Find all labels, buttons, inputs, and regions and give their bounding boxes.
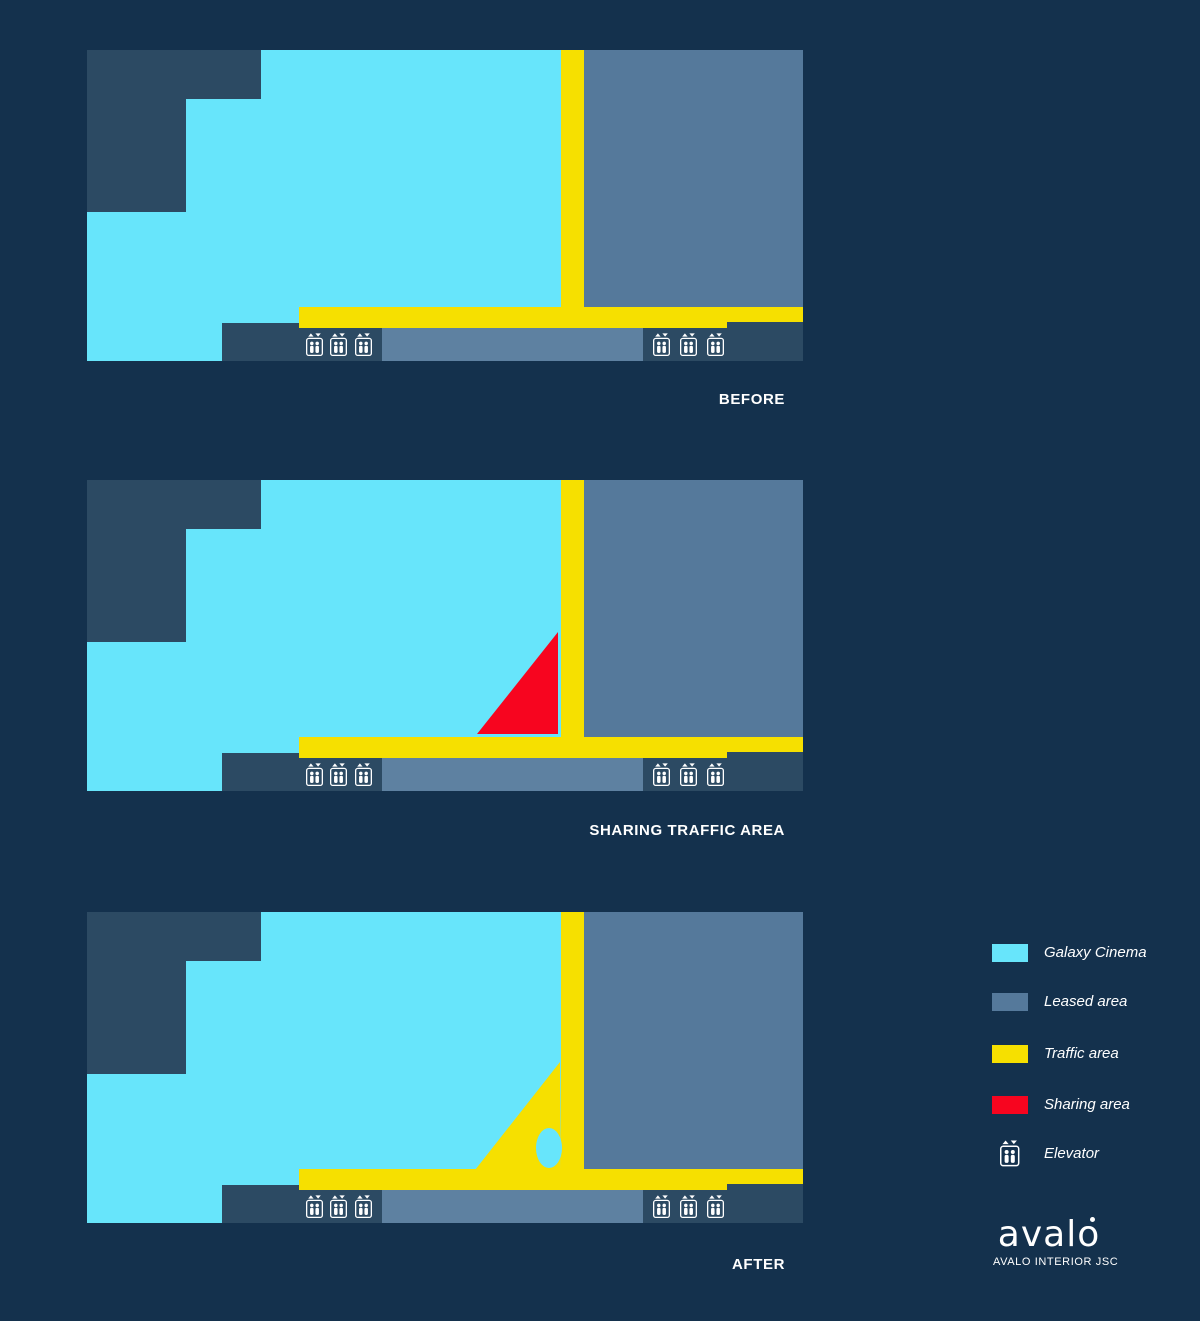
floorplan-sharing xyxy=(87,480,803,791)
traffic-corridor-vertical xyxy=(561,50,584,328)
core-structure-lower xyxy=(87,99,186,212)
traffic-corridor-horizontal xyxy=(299,737,727,758)
traffic-corridor-horizontal-thin xyxy=(727,737,803,752)
before-label: BEFORE xyxy=(718,391,785,408)
legend-label: Elevator xyxy=(1044,1144,1100,1162)
traffic-area-swatch xyxy=(992,1045,1028,1063)
funnel-opening xyxy=(536,1128,562,1168)
traffic-corridor-horizontal xyxy=(299,307,727,328)
leased-area-swatch xyxy=(992,993,1028,1011)
after-label: AFTER xyxy=(732,1256,785,1273)
legend-item-sharing-area: Sharing area xyxy=(992,1096,1130,1114)
brand-logo: avalo AVALO INTERIOR JSC xyxy=(993,1214,1119,1269)
core-structure-upper xyxy=(87,480,261,529)
core-structure-upper xyxy=(87,912,261,961)
traffic-corridor-horizontal-thin xyxy=(727,307,803,322)
lobby-strip xyxy=(382,1190,643,1223)
core-structure-lower xyxy=(87,961,186,1074)
legend-label: Leased area xyxy=(1044,993,1128,1010)
floorplan-before xyxy=(87,50,803,361)
legend-label: Galaxy Cinema xyxy=(1044,944,1147,961)
sharing-label: SHARING TRAFFIC AREA xyxy=(589,822,785,839)
legend: Galaxy Cinema Leased area Traffic area S… xyxy=(992,944,1192,1174)
leased-area xyxy=(584,50,803,308)
legend-label: Sharing area xyxy=(1044,1096,1130,1113)
core-structure-lower xyxy=(87,529,186,642)
floorplan-after xyxy=(87,912,803,1223)
galaxy-cinema-swatch xyxy=(992,944,1028,962)
galaxy-cinema-area xyxy=(87,50,561,361)
elevator-icon xyxy=(1000,1140,1020,1167)
galaxy-cinema-area xyxy=(87,912,561,1223)
legend-item-elevator: Elevator xyxy=(992,1140,1099,1167)
lobby-strip xyxy=(382,328,643,361)
traffic-corridor-horizontal xyxy=(299,1169,727,1190)
sharing-area-triangle xyxy=(477,632,558,734)
lobby-strip xyxy=(382,758,643,791)
logo-wordmark: avalo xyxy=(997,1214,1101,1255)
leased-area xyxy=(584,480,803,738)
legend-label: Traffic area xyxy=(1044,1045,1119,1062)
galaxy-cinema-area xyxy=(87,480,561,791)
traffic-corridor-horizontal-thin xyxy=(727,1169,803,1184)
legend-item-leased-area: Leased area xyxy=(992,993,1127,1011)
logo-subtitle: AVALO INTERIOR JSC xyxy=(993,1256,1119,1268)
traffic-corridor-vertical xyxy=(561,480,584,758)
elevator-icon-holder xyxy=(992,1140,1028,1167)
sharing-area-swatch xyxy=(992,1096,1028,1114)
core-structure-upper xyxy=(87,50,261,99)
legend-item-galaxy-cinema: Galaxy Cinema xyxy=(992,944,1147,962)
traffic-corridor-vertical xyxy=(561,912,584,1190)
legend-item-traffic-area: Traffic area xyxy=(992,1045,1119,1063)
leased-area xyxy=(584,912,803,1170)
